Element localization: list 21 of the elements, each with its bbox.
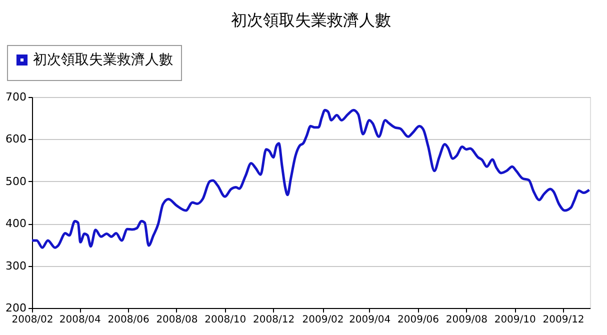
- x-tick-label: 2009/12: [542, 314, 584, 326]
- chart-title: 初次領取失業救濟人數: [231, 10, 391, 30]
- y-tick-label: 500: [6, 174, 26, 188]
- x-tick-label: 2009/04: [349, 314, 391, 326]
- line-series: [30, 108, 590, 249]
- y-tick-label: 600: [6, 132, 26, 146]
- x-tick-label: 2008/02: [12, 314, 54, 326]
- x-tick-label: 2008/12: [253, 314, 295, 326]
- x-tick-label: 2009/10: [494, 314, 536, 326]
- y-tick-label: 700: [6, 90, 26, 104]
- y-tick-label: 200: [6, 302, 26, 314]
- x-tick-label: 2008/08: [156, 314, 198, 326]
- y-tick-label: 400: [6, 217, 26, 230]
- x-tick-label: 2009/08: [446, 314, 488, 326]
- x-tick-label: 2008/06: [108, 314, 150, 326]
- legend-label: 初次領取失業救濟人數: [33, 52, 173, 68]
- y-tick-label: 300: [6, 259, 26, 272]
- x-tick-label: 2009/02: [302, 314, 344, 326]
- x-tick-label: 2008/04: [59, 314, 101, 326]
- x-tick-label: 2008/10: [204, 314, 246, 326]
- x-tick-label: 2009/06: [397, 314, 440, 326]
